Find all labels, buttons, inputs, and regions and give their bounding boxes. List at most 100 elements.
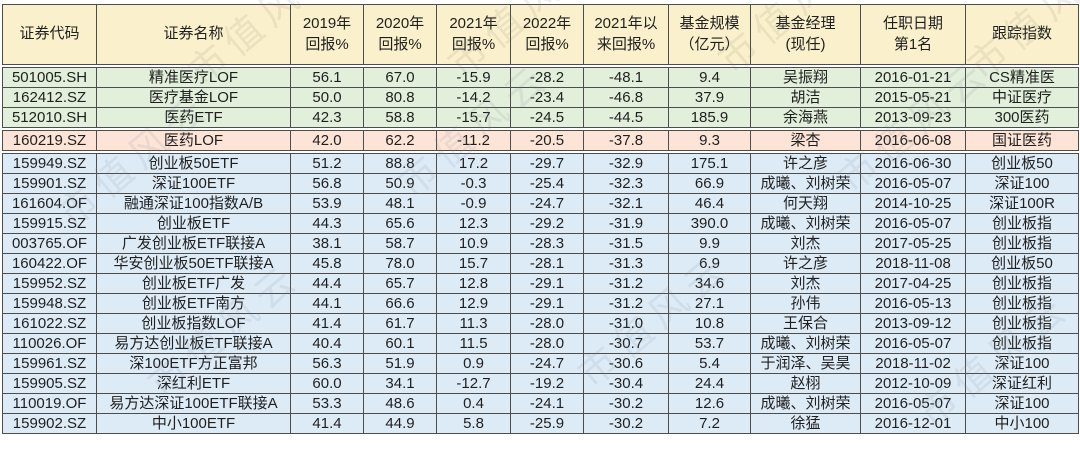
cell-r2020: 48.1 xyxy=(363,193,437,214)
header-since2021: 2021年以 来回报% xyxy=(583,4,669,65)
cell-size: 12.6 xyxy=(668,393,751,414)
table-row: 512010.SH 医药ETF 42.3 58.8 -15.7 -24.5 -44.5 185… xyxy=(2,107,1079,128)
cell-since2021: -30.2 xyxy=(583,413,669,434)
cell-manager: 孙伟 xyxy=(750,293,861,314)
cell-date: 2014-10-25 xyxy=(860,193,966,214)
cell-index: CS精准医 xyxy=(965,67,1079,88)
cell-r2021: 12.8 xyxy=(436,273,511,294)
header-manager: 基金经理 (现任) xyxy=(750,4,861,65)
cell-size: 6.9 xyxy=(668,253,751,274)
table-row: 159905.SZ 深红利ETF 60.0 34.1 -12.7 -19.2 -30.4 24… xyxy=(2,373,1079,394)
cell-since2021: -48.1 xyxy=(583,67,669,88)
cell-r2020: 88.8 xyxy=(363,153,437,174)
cell-since2021: -30.4 xyxy=(583,373,669,394)
cell-manager: 成曦、刘树荣 xyxy=(750,173,861,194)
cell-r2019: 56.1 xyxy=(290,67,364,88)
cell-manager: 赵栩 xyxy=(750,373,861,394)
header-code: 证券代码 xyxy=(2,4,97,65)
cell-r2019: 38.1 xyxy=(290,233,364,254)
cell-date: 2016-06-08 xyxy=(860,130,966,151)
cell-manager: 刘杰 xyxy=(750,233,861,254)
cell-r2021: 11.5 xyxy=(436,333,511,354)
cell-date: 2013-09-23 xyxy=(860,107,966,128)
table-row: 003765.OF 广发创业板ETF联接A 38.1 58.7 10.9 -28.3 -31… xyxy=(2,233,1079,254)
cell-date: 2016-05-07 xyxy=(860,213,966,234)
cell-since2021: -31.5 xyxy=(583,233,669,254)
cell-manager: 胡洁 xyxy=(750,87,861,108)
cell-size: 34.6 xyxy=(668,273,751,294)
cell-name: 深证100ETF xyxy=(96,173,291,194)
cell-code: 162412.SZ xyxy=(2,87,97,108)
cell-manager: 成曦、刘树荣 xyxy=(750,213,861,234)
cell-r2020: 78.0 xyxy=(363,253,437,274)
cell-r2022: -28.0 xyxy=(510,333,584,354)
cell-name: 融通深证100指数A/B xyxy=(96,193,291,214)
table-row: 159952.SZ 创业板ETF广发 44.4 65.7 12.8 -29.1 -31.2 3… xyxy=(2,273,1079,294)
cell-r2020: 58.8 xyxy=(363,107,437,128)
cell-r2020: 65.6 xyxy=(363,213,437,234)
cell-r2020: 58.7 xyxy=(363,233,437,254)
cell-manager: 王保合 xyxy=(750,313,861,334)
cell-r2021: 12.3 xyxy=(436,213,511,234)
cell-r2021: 12.9 xyxy=(436,293,511,314)
cell-r2019: 53.3 xyxy=(290,393,364,414)
cell-index: 创业板指 xyxy=(965,273,1079,294)
cell-r2019: 44.3 xyxy=(290,213,364,234)
cell-size: 390.0 xyxy=(668,213,751,234)
cell-size: 66.9 xyxy=(668,173,751,194)
cell-code: 159905.SZ xyxy=(2,373,97,394)
table-row: 159902.SZ 中小100ETF 41.4 44.9 5.8 -25.9 -30.2 7.… xyxy=(2,413,1079,434)
cell-name: 医药ETF xyxy=(96,107,291,128)
cell-r2019: 41.4 xyxy=(290,413,364,434)
cell-code: 159948.SZ xyxy=(2,293,97,314)
cell-index: 国证医药 xyxy=(965,130,1079,151)
cell-index: 中证医疗 xyxy=(965,87,1079,108)
cell-r2022: -25.4 xyxy=(510,173,584,194)
cell-size: 27.1 xyxy=(668,293,751,314)
cell-r2020: 61.7 xyxy=(363,313,437,334)
cell-code: 160422.OF xyxy=(2,253,97,274)
cell-name: 易方达深证100ETF联接A xyxy=(96,393,291,414)
table-row: 159948.SZ 创业板ETF南方 44.1 66.6 12.9 -29.1 -31.2 2… xyxy=(2,293,1079,314)
cell-name: 深100ETF方正富邦 xyxy=(96,353,291,374)
cell-name: 医疗基金LOF xyxy=(96,87,291,108)
cell-r2021: -0.3 xyxy=(436,173,511,194)
cell-index: 创业板指 xyxy=(965,313,1079,334)
cell-manager: 梁杏 xyxy=(750,130,861,151)
group-spacer xyxy=(2,127,1079,131)
cell-date: 2016-05-07 xyxy=(860,173,966,194)
cell-r2021: 15.7 xyxy=(436,253,511,274)
cell-name: 创业板ETF广发 xyxy=(96,273,291,294)
cell-r2019: 41.4 xyxy=(290,313,364,334)
cell-name: 中小100ETF xyxy=(96,413,291,434)
cell-r2019: 45.8 xyxy=(290,253,364,274)
header-index: 跟踪指数 xyxy=(965,4,1079,65)
cell-date: 2016-05-07 xyxy=(860,393,966,414)
group-spacer xyxy=(2,150,1079,154)
cell-r2020: 51.9 xyxy=(363,353,437,374)
header-name: 证券名称 xyxy=(96,4,291,65)
cell-r2021: 5.8 xyxy=(436,413,511,434)
cell-manager: 徐猛 xyxy=(750,413,861,434)
cell-size: 46.4 xyxy=(668,193,751,214)
cell-r2022: -28.2 xyxy=(510,67,584,88)
cell-index: 创业板指 xyxy=(965,213,1079,234)
cell-manager: 成曦、刘树荣 xyxy=(750,333,861,354)
cell-index: 创业板指 xyxy=(965,233,1079,254)
cell-r2022: -29.1 xyxy=(510,273,584,294)
cell-date: 2018-11-02 xyxy=(860,353,966,374)
cell-r2021: -15.9 xyxy=(436,67,511,88)
cell-name: 创业板50ETF xyxy=(96,153,291,174)
cell-size: 37.9 xyxy=(668,87,751,108)
header-r2021: 2021年 回报% xyxy=(436,4,511,65)
cell-r2020: 48.6 xyxy=(363,393,437,414)
cell-index: 深证100 xyxy=(965,353,1079,374)
cell-since2021: -37.8 xyxy=(583,130,669,151)
cell-r2019: 60.0 xyxy=(290,373,364,394)
cell-date: 2016-06-30 xyxy=(860,153,966,174)
cell-index: 创业板指 xyxy=(965,333,1079,354)
cell-date: 2018-11-08 xyxy=(860,253,966,274)
cell-code: 160219.SZ xyxy=(2,130,97,151)
cell-index: 深证100 xyxy=(965,173,1079,194)
cell-r2021: -15.7 xyxy=(436,107,511,128)
